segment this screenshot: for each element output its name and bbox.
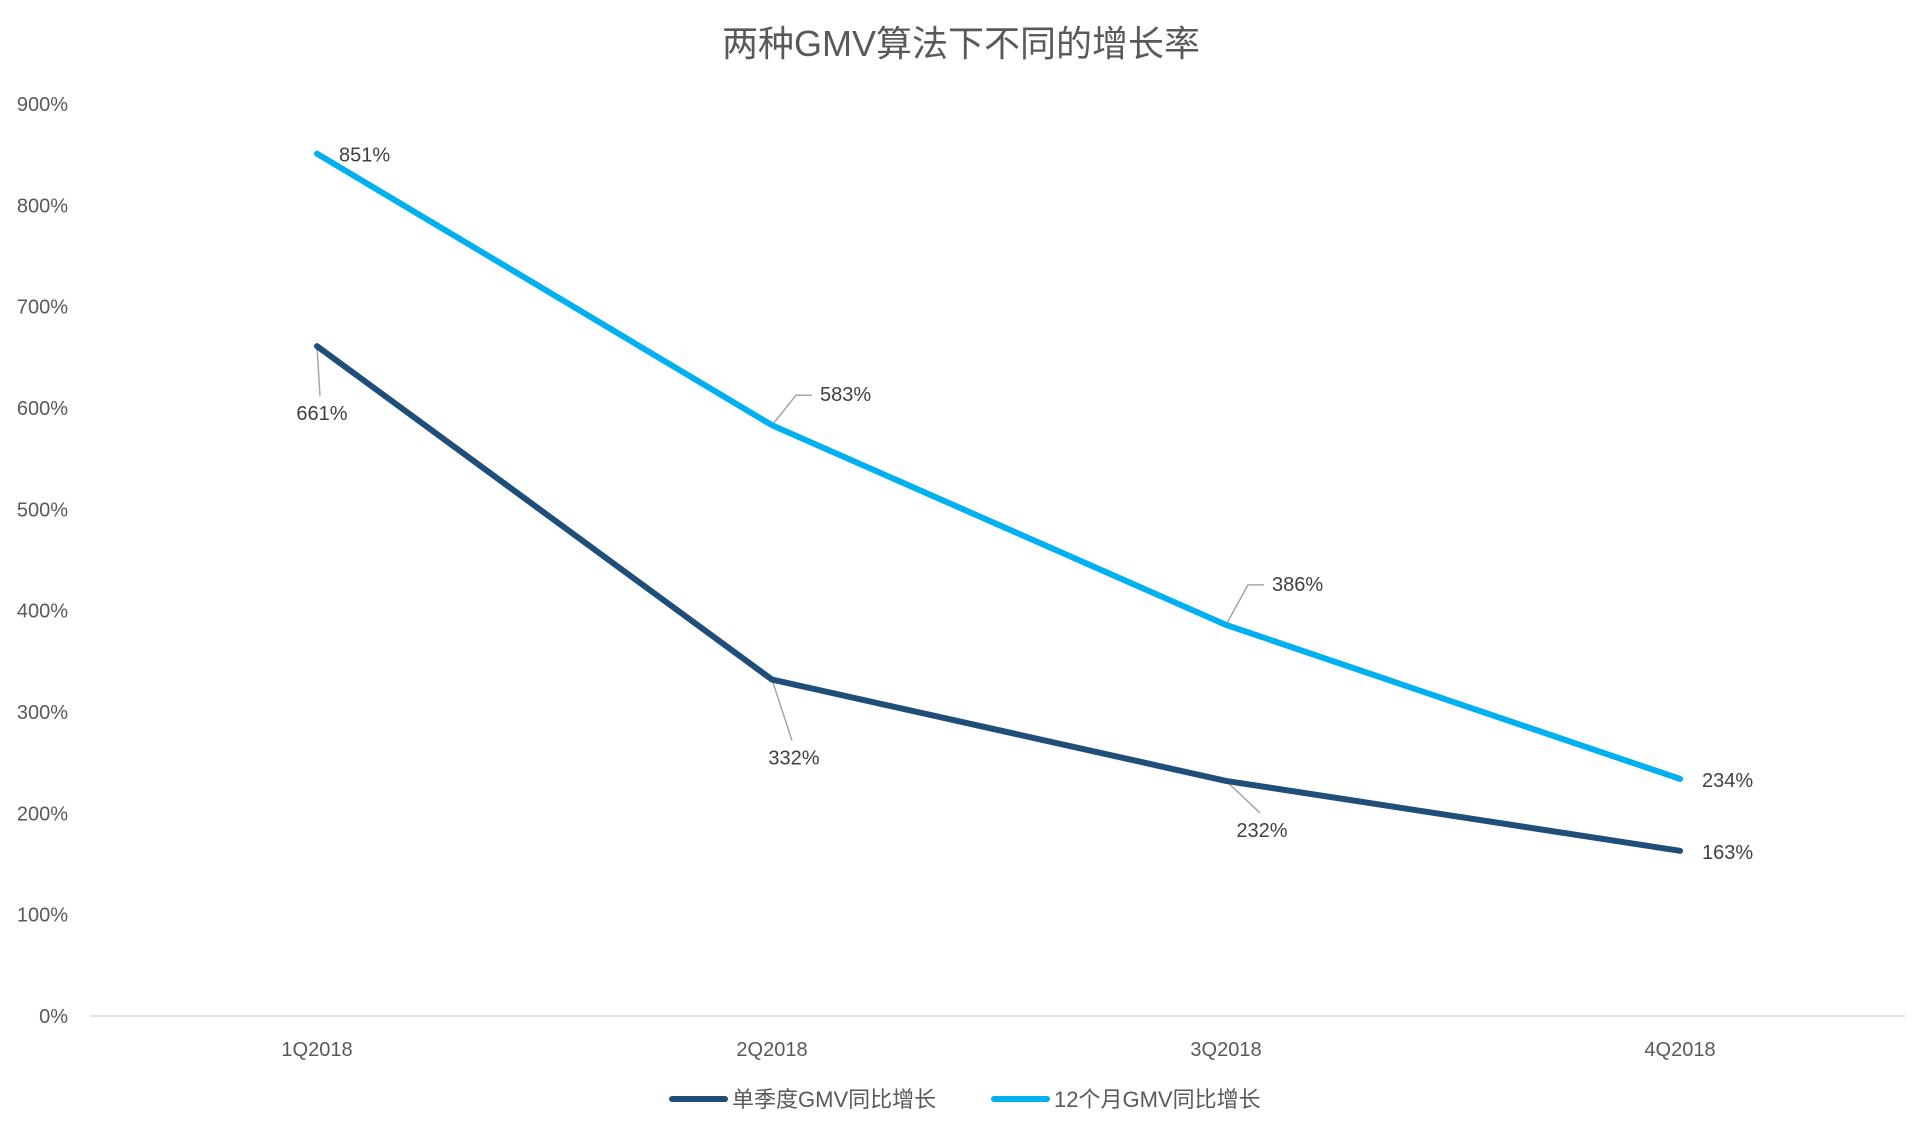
- legend: 单季度GMV同比增长 12个月GMV同比增长: [669, 1087, 1261, 1112]
- data-labels-group: 661% 332% 232% 163% 851% 583% 386% 234%: [296, 145, 1753, 864]
- x-tick-label: 2Q2018: [736, 1039, 807, 1061]
- x-tick-label: 3Q2018: [1190, 1039, 1261, 1061]
- leader-line: [1225, 780, 1261, 814]
- data-label: 386%: [1272, 574, 1323, 596]
- y-tick-label: 100%: [17, 905, 68, 927]
- series-line-1: [314, 343, 1683, 854]
- axes-group: 0% 100% 200% 300% 400% 500% 600% 700% 800% 900% 1Q…: [17, 94, 1905, 1061]
- y-tick-label: 0%: [39, 1006, 68, 1028]
- y-tick-label: 400%: [17, 601, 68, 623]
- y-tick-label: 200%: [17, 803, 68, 825]
- data-label: 163%: [1702, 842, 1753, 864]
- leader-line: [1225, 584, 1264, 626]
- chart-title: 两种GMV算法下不同的增长率: [722, 23, 1200, 64]
- data-label: 583%: [820, 384, 871, 406]
- legend-label-1: 单季度GMV同比增长: [732, 1087, 936, 1112]
- series-line-2: [314, 150, 1683, 782]
- y-tick-label: 700%: [17, 297, 68, 319]
- y-tick-label: 300%: [17, 702, 68, 724]
- data-label: 851%: [339, 145, 390, 167]
- leader-line: [771, 394, 812, 426]
- data-label: 232%: [1236, 820, 1287, 842]
- x-tick-label: 1Q2018: [281, 1039, 352, 1061]
- y-tick-label: 800%: [17, 195, 68, 217]
- leader-line: [771, 679, 793, 741]
- y-tick-label: 500%: [17, 499, 68, 521]
- x-tick-label: 4Q2018: [1644, 1039, 1715, 1061]
- leader-line: [316, 346, 321, 397]
- y-tick-label: 900%: [17, 94, 68, 116]
- leader-lines-group: [316, 346, 1264, 814]
- data-label: 234%: [1702, 770, 1753, 792]
- series-lines-group: [314, 150, 1683, 854]
- data-label: 332%: [768, 748, 819, 770]
- data-label: 661%: [296, 403, 347, 425]
- legend-label-2: 12个月GMV同比增长: [1054, 1087, 1261, 1112]
- y-tick-label: 600%: [17, 398, 68, 420]
